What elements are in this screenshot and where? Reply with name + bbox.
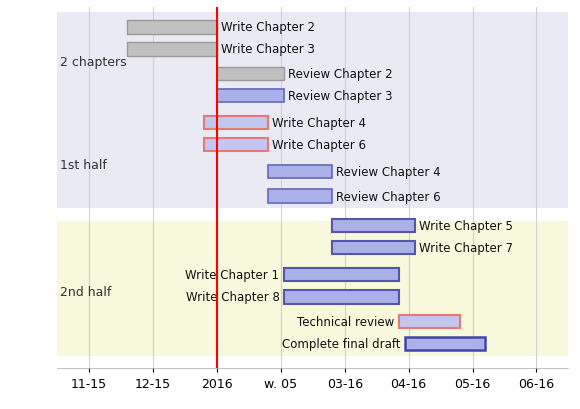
Text: Write Chapter 6: Write Chapter 6 <box>273 139 367 152</box>
FancyBboxPatch shape <box>128 21 217 34</box>
FancyBboxPatch shape <box>204 139 268 152</box>
FancyBboxPatch shape <box>128 43 217 56</box>
FancyBboxPatch shape <box>284 268 399 282</box>
Text: Write Chapter 8: Write Chapter 8 <box>186 291 280 303</box>
Text: Review Chapter 3: Review Chapter 3 <box>288 90 393 103</box>
FancyBboxPatch shape <box>284 290 399 304</box>
Text: Write Chapter 1: Write Chapter 1 <box>186 269 280 281</box>
FancyBboxPatch shape <box>268 190 332 203</box>
FancyBboxPatch shape <box>217 90 284 103</box>
Text: 1st half: 1st half <box>60 158 107 171</box>
Text: 2nd half: 2nd half <box>60 286 111 299</box>
FancyBboxPatch shape <box>204 117 268 130</box>
Text: Write Chapter 5: Write Chapter 5 <box>419 220 513 233</box>
Text: Complete final draft: Complete final draft <box>282 337 401 350</box>
FancyBboxPatch shape <box>57 13 568 99</box>
FancyBboxPatch shape <box>217 67 284 81</box>
FancyBboxPatch shape <box>399 315 460 328</box>
Text: Write Chapter 2: Write Chapter 2 <box>222 21 316 34</box>
FancyBboxPatch shape <box>332 241 415 255</box>
Text: Review Chapter 4: Review Chapter 4 <box>336 166 441 179</box>
FancyBboxPatch shape <box>57 99 568 209</box>
Text: Write Chapter 4: Write Chapter 4 <box>273 117 367 130</box>
Text: Write Chapter 7: Write Chapter 7 <box>419 242 513 255</box>
Text: Write Chapter 3: Write Chapter 3 <box>222 43 315 56</box>
FancyBboxPatch shape <box>405 337 485 351</box>
FancyBboxPatch shape <box>57 221 568 356</box>
FancyBboxPatch shape <box>332 219 415 233</box>
Text: Technical review: Technical review <box>298 315 394 328</box>
Text: 2 chapters: 2 chapters <box>60 56 127 69</box>
Text: Review Chapter 6: Review Chapter 6 <box>336 190 441 203</box>
FancyBboxPatch shape <box>268 166 332 179</box>
Text: Review Chapter 2: Review Chapter 2 <box>288 68 393 81</box>
